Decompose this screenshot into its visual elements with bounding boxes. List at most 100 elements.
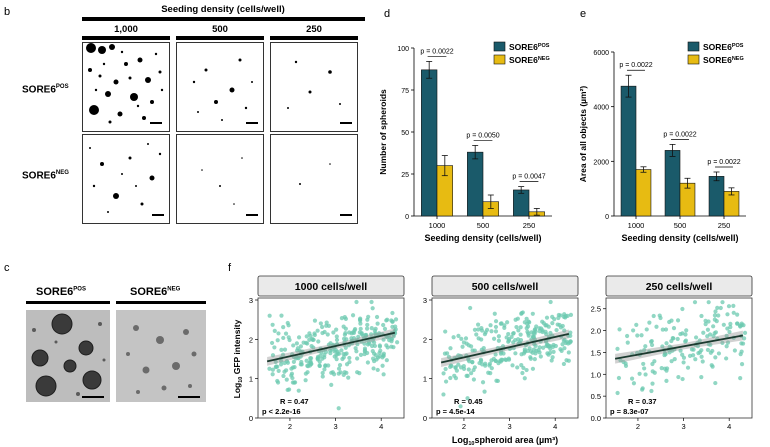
regression-line [440,333,570,364]
scatter-point [470,360,475,365]
pvalue-label: p = 0.0050 [466,132,499,139]
x-tick-label: 1000 [628,221,645,230]
scatter-point [487,361,492,367]
scatter-point [448,375,453,381]
scatter-point [355,342,360,347]
scatter-point [511,331,516,336]
scatter-point [356,334,361,340]
scatter-point [546,344,551,349]
scatter-point [561,361,567,367]
scatter-point [669,359,674,364]
scatter-point [381,351,386,356]
scatter-point [354,299,359,305]
scatter-point [285,360,290,365]
scatter-point [315,354,321,359]
scatter-point [544,315,550,320]
y-tick-label: 1.0 [591,370,601,379]
scatter-point [272,345,277,350]
scatter-point [520,370,525,376]
scatter-point [309,356,314,361]
scatter-point [476,336,481,341]
micrograph-neg-250 [270,134,358,224]
scatter-point [312,331,317,336]
scatter-point [642,366,647,371]
scatter-point [372,343,378,349]
scatter-point [323,363,328,369]
scatter-point [344,362,350,367]
y-axis-label: Area of all objects (µm²) [578,86,588,183]
panel-b-title: Seeding density (cells/well) [161,4,285,15]
scatter-point [303,340,309,345]
scatter-point [641,361,646,367]
scatter-point [625,333,630,339]
scatter-point [458,365,464,370]
correlation-r: R = 0.37 [628,397,657,406]
scatter-point [480,380,486,385]
scatter-point [693,335,699,340]
legend-label-neg: SORE6NEG [703,55,744,65]
scatter-point [537,350,542,355]
x-tick-label: 4 [553,422,557,431]
scatter-point [727,329,732,335]
micrograph-neg-1000 [82,134,170,224]
scatter-point [506,357,512,362]
scatter-point [469,371,474,376]
scatter-point [389,344,394,349]
scatter-point [728,321,733,326]
scatter-point [441,392,446,397]
scatter-point [675,318,681,323]
scatter-point [519,311,524,316]
scatter-point [537,326,542,331]
scatter-point [465,396,470,401]
scatter-point [528,349,534,354]
scatter-point [493,352,498,357]
scatter-point [650,369,655,374]
y-tick-label: 0.5 [591,392,601,401]
scatter-point [267,366,272,371]
scatter-point [672,357,677,362]
x-tick-label: 3 [507,422,511,431]
scatter-point [713,355,718,360]
pvalue-label: p = 0.0022 [420,48,453,55]
y-tick-label: 6000 [593,50,609,57]
scatter-point [334,356,339,362]
scatter-point [346,375,351,380]
scatter-point [623,363,629,368]
scatter-point [329,370,334,375]
scatter-point [453,365,458,370]
scatter-point [359,330,364,336]
scatter-point [303,378,308,383]
scatter-point [530,366,536,371]
y-tick-label: 2.0 [591,327,601,336]
facet-title: 500 cells/well [472,281,539,293]
x-tick-label: 4 [727,422,731,431]
x-tick-label: 500 [477,221,490,230]
scatter-point [550,355,555,360]
scatter-point [496,334,501,339]
scatter-point [654,324,659,329]
scatter-point [339,348,344,353]
scatter-point [662,366,668,371]
scatter-point [538,354,543,359]
scatter-point [499,357,504,362]
scatter-point [344,351,349,356]
scatter-point [329,347,334,352]
scatter-point [307,331,312,336]
scatter-point [643,372,648,377]
scatter-point [358,321,363,326]
scatter-point [563,315,568,320]
scatter-point [482,389,487,394]
scatter-point [491,336,497,341]
scatter-point [279,347,284,353]
scatter-point [292,380,298,385]
col-250-bar [270,36,358,40]
scatter-point [343,331,348,336]
scatter-point [502,323,507,328]
x-tick-label: 1000 [429,221,446,230]
panel-b-label: b [4,6,11,18]
scatter-point [370,349,375,354]
scatter-point [720,300,725,305]
scatter-point [568,312,574,317]
y-tick-label: 2 [249,335,253,344]
scatter-point [284,377,289,382]
